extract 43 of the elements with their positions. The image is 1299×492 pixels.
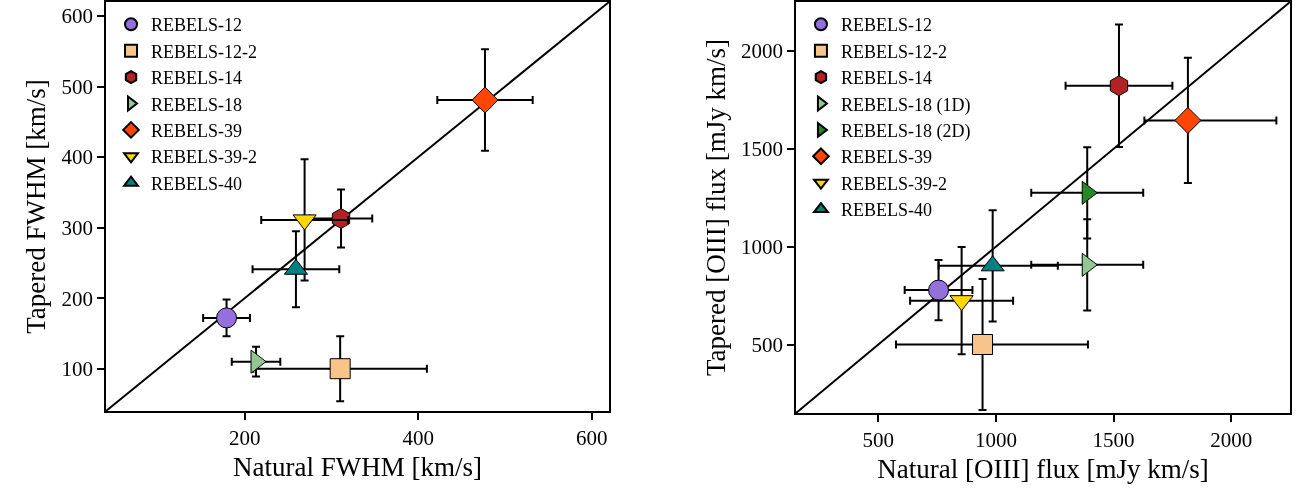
legend-label: REBELS-39-2 [840, 173, 947, 194]
legend-label: REBELS-12-2 [840, 41, 947, 62]
x-tick-label: 200 [229, 425, 261, 450]
y-tick-label: 100 [61, 357, 94, 382]
y-tick-label: 200 [61, 286, 94, 311]
y-tick-label: 400 [61, 145, 94, 170]
point [471, 86, 499, 114]
legend-label: REBELS-40 [840, 200, 932, 221]
legend-label: REBELS-12 [151, 15, 243, 36]
x-tick-label: 1500 [1092, 427, 1135, 452]
x-tick-label: 500 [862, 427, 895, 452]
y-tick-label: 600 [61, 4, 94, 29]
x-tick-label: 1000 [974, 427, 1017, 452]
legend-label: REBELS-12-2 [151, 41, 258, 62]
point [1109, 75, 1129, 97]
x-tick-label: 400 [402, 425, 434, 450]
y-tick-label: 500 [61, 74, 94, 99]
y-tick-label: 1000 [741, 234, 784, 259]
legend-label: REBELS-39-2 [151, 147, 258, 168]
y-axis-title: Tapered [OIII] flux [mJy km/s] [700, 39, 731, 376]
legend-label: REBELS-18 (2D) [840, 120, 971, 142]
x-axis-title: Natural FWHM [km/s] [233, 451, 482, 482]
y-tick-label: 1500 [741, 137, 784, 162]
legend-label: REBELS-12 [840, 15, 932, 36]
legend-label: REBELS-14 [840, 68, 932, 89]
point [972, 334, 994, 355]
legend-label: REBELS-39 [840, 147, 932, 168]
legend-label: REBELS-18 (1D) [840, 94, 971, 116]
x-tick-label: 2000 [1210, 427, 1253, 452]
point [928, 279, 950, 301]
legend-label: REBELS-39 [151, 120, 243, 141]
x-axis-title: Natural [OIII] flux [mJy km/s] [877, 453, 1209, 484]
legend-label: REBELS-14 [151, 68, 243, 89]
point [1174, 106, 1202, 134]
y-tick-label: 2000 [741, 39, 784, 64]
x-tick-label: 600 [575, 425, 608, 450]
y-tick-label: 300 [61, 216, 94, 241]
legend-label: REBELS-18 [151, 94, 243, 115]
y-axis-title: Tapered FWHM [km/s] [21, 79, 52, 334]
y-tick-label: 500 [751, 332, 784, 357]
point [329, 358, 351, 380]
legend-label: REBELS-40 [151, 173, 243, 194]
point [216, 307, 238, 329]
